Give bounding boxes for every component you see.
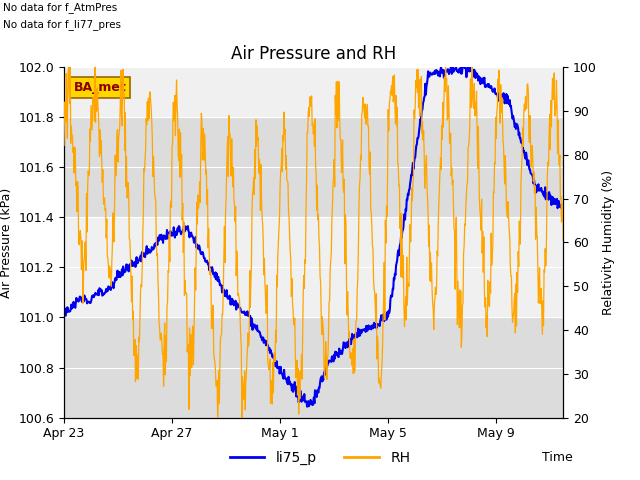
Y-axis label: Relativity Humidity (%): Relativity Humidity (%) xyxy=(602,170,615,315)
Bar xyxy=(64,55,563,117)
Bar xyxy=(64,117,563,217)
Legend: li75_p, RH: li75_p, RH xyxy=(224,445,416,471)
Text: No data for f_AtmPres: No data for f_AtmPres xyxy=(3,2,118,13)
Bar xyxy=(64,217,563,317)
Y-axis label: Air Pressure (kPa): Air Pressure (kPa) xyxy=(0,187,13,298)
Text: BA_met: BA_met xyxy=(74,81,127,94)
Bar xyxy=(64,317,563,418)
Text: Time: Time xyxy=(542,451,573,464)
Title: Air Pressure and RH: Air Pressure and RH xyxy=(231,45,396,63)
Text: No data for f_li77_pres: No data for f_li77_pres xyxy=(3,19,121,30)
